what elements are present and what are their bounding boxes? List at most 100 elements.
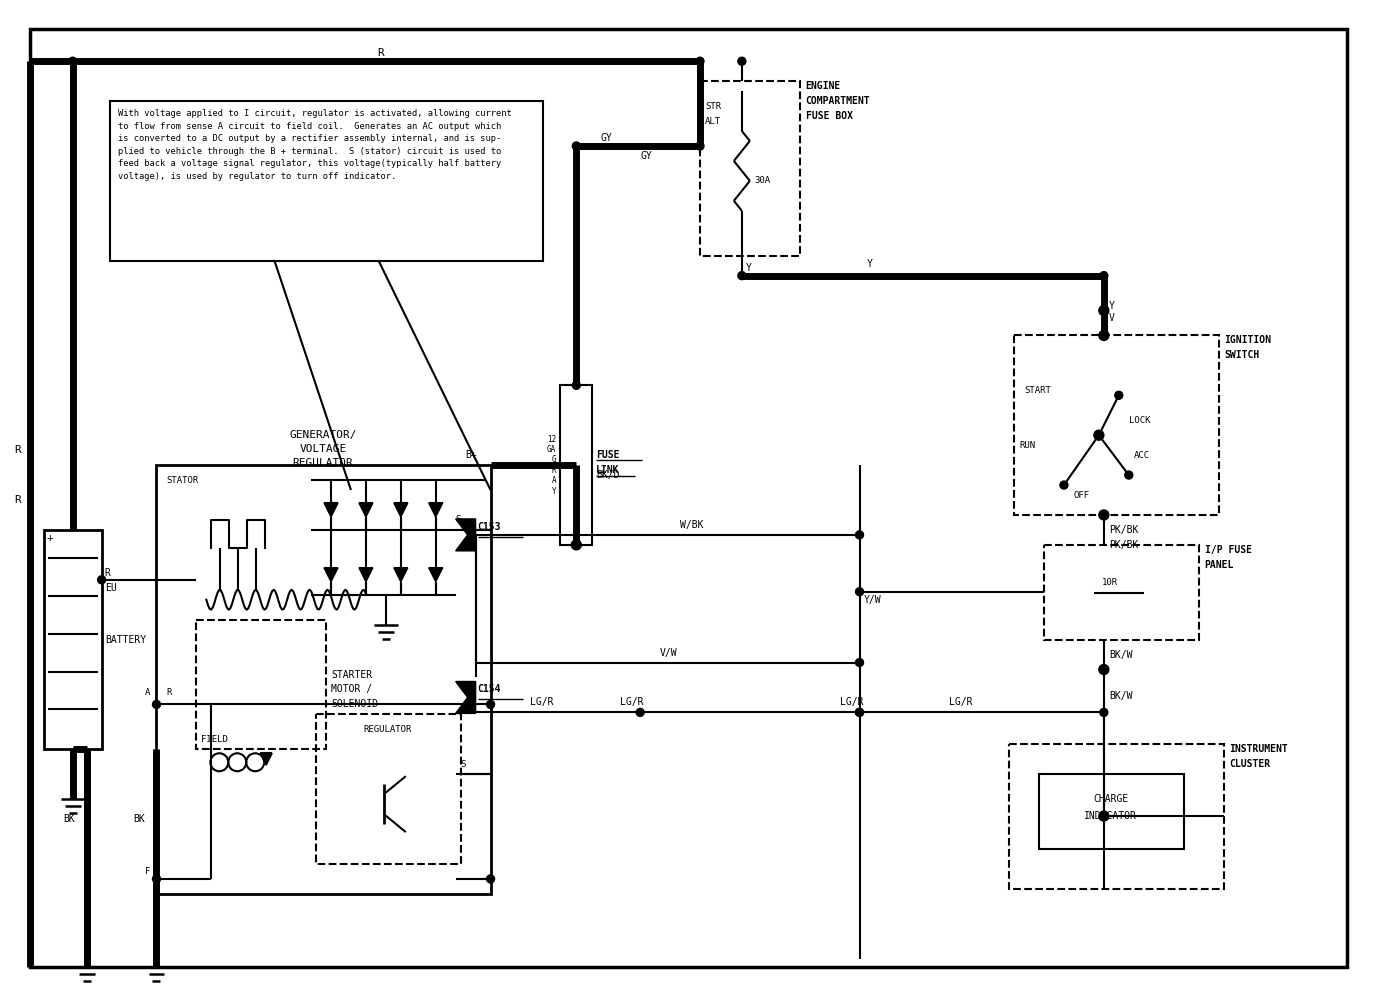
Circle shape bbox=[573, 381, 580, 389]
Text: LG/R: LG/R bbox=[840, 697, 863, 707]
Text: LG/R: LG/R bbox=[620, 697, 643, 707]
Text: LOCK: LOCK bbox=[1129, 415, 1150, 424]
Text: C153: C153 bbox=[478, 522, 501, 532]
Text: SWITCH: SWITCH bbox=[1224, 351, 1260, 361]
Polygon shape bbox=[324, 503, 337, 517]
Text: V: V bbox=[1108, 313, 1115, 323]
Circle shape bbox=[855, 708, 863, 716]
Text: R: R bbox=[167, 688, 172, 697]
Polygon shape bbox=[260, 753, 273, 765]
Text: R: R bbox=[377, 48, 384, 58]
Text: S: S bbox=[461, 760, 465, 769]
Text: LINK: LINK bbox=[596, 465, 620, 475]
Text: BK/W: BK/W bbox=[1108, 649, 1132, 659]
Text: ENGINE: ENGINE bbox=[806, 81, 841, 92]
Text: BATTERY: BATTERY bbox=[106, 634, 147, 644]
Text: INSTRUMENT: INSTRUMENT bbox=[1230, 744, 1289, 754]
Text: I/P FUSE: I/P FUSE bbox=[1205, 545, 1252, 555]
Bar bbox=[1009, 744, 1224, 888]
Text: PK/BK: PK/BK bbox=[1108, 540, 1139, 550]
Text: BK: BK bbox=[134, 814, 146, 824]
Text: FIELD: FIELD bbox=[201, 735, 229, 744]
Circle shape bbox=[636, 708, 644, 716]
Circle shape bbox=[486, 874, 494, 882]
Circle shape bbox=[1099, 811, 1108, 821]
Circle shape bbox=[571, 540, 581, 550]
Text: R: R bbox=[15, 445, 21, 455]
Text: REGULATOR: REGULATOR bbox=[364, 725, 412, 734]
Circle shape bbox=[1093, 430, 1104, 440]
Bar bbox=[700, 81, 800, 256]
Text: Y: Y bbox=[746, 263, 752, 273]
Text: With voltage applied to I circuit, regulator is activated, allowing current
to f: With voltage applied to I circuit, regul… bbox=[117, 110, 511, 180]
Text: 10R: 10R bbox=[1102, 579, 1118, 588]
Text: F: F bbox=[145, 868, 150, 876]
Circle shape bbox=[1125, 471, 1133, 479]
Bar bbox=[44, 530, 102, 749]
Text: Y: Y bbox=[866, 259, 873, 269]
Circle shape bbox=[1099, 510, 1108, 520]
Text: PK/BK: PK/BK bbox=[1108, 525, 1139, 535]
Text: S: S bbox=[456, 516, 461, 525]
Text: EU: EU bbox=[105, 583, 117, 593]
Circle shape bbox=[738, 57, 746, 65]
Text: MOTOR /: MOTOR / bbox=[330, 684, 372, 694]
Text: RUN: RUN bbox=[1019, 440, 1036, 449]
Circle shape bbox=[855, 588, 863, 596]
Text: B+: B+ bbox=[465, 450, 478, 460]
Polygon shape bbox=[324, 568, 337, 582]
Polygon shape bbox=[428, 568, 442, 582]
Circle shape bbox=[573, 142, 580, 150]
Circle shape bbox=[1099, 664, 1108, 674]
Text: VOLTAGE: VOLTAGE bbox=[299, 444, 347, 454]
Text: 30A: 30A bbox=[755, 176, 771, 185]
Circle shape bbox=[1099, 331, 1108, 341]
Circle shape bbox=[1099, 306, 1108, 316]
Text: A: A bbox=[145, 688, 150, 697]
Text: Y: Y bbox=[1108, 301, 1115, 311]
Text: SOLENOID: SOLENOID bbox=[330, 699, 379, 709]
Text: 12
GA
G
R
A
Y: 12 GA G R A Y bbox=[547, 434, 556, 496]
Text: W/BK: W/BK bbox=[680, 520, 704, 530]
Text: CHARGE: CHARGE bbox=[1093, 794, 1128, 804]
Text: LG/R: LG/R bbox=[530, 697, 554, 707]
Text: LG/R: LG/R bbox=[949, 697, 972, 707]
Circle shape bbox=[855, 658, 863, 666]
Circle shape bbox=[486, 700, 494, 708]
Bar bbox=[1040, 774, 1184, 849]
Text: R: R bbox=[15, 495, 21, 505]
Text: INDICATOR: INDICATOR bbox=[1084, 811, 1137, 821]
Circle shape bbox=[855, 531, 863, 539]
Text: BK/D: BK/D bbox=[596, 470, 620, 480]
Text: CLUSTER: CLUSTER bbox=[1230, 759, 1271, 769]
Bar bbox=[157, 465, 490, 893]
Circle shape bbox=[855, 708, 863, 716]
Bar bbox=[560, 385, 592, 545]
Circle shape bbox=[153, 874, 161, 882]
Circle shape bbox=[1115, 391, 1122, 399]
Text: STR: STR bbox=[705, 102, 722, 111]
Text: GENERATOR/: GENERATOR/ bbox=[289, 430, 357, 440]
Text: STARTER: STARTER bbox=[330, 669, 372, 679]
Text: C154: C154 bbox=[478, 684, 501, 694]
Polygon shape bbox=[428, 503, 442, 517]
Circle shape bbox=[738, 272, 746, 280]
Text: R: R bbox=[465, 688, 471, 697]
Text: REGULATOR: REGULATOR bbox=[293, 458, 354, 468]
Polygon shape bbox=[456, 681, 475, 713]
Polygon shape bbox=[394, 503, 408, 517]
Text: R: R bbox=[105, 568, 110, 578]
Bar bbox=[1013, 336, 1219, 515]
Text: Y/W: Y/W bbox=[863, 595, 881, 605]
Text: ACC: ACC bbox=[1133, 450, 1150, 459]
Text: OFF: OFF bbox=[1074, 490, 1091, 500]
Polygon shape bbox=[456, 519, 475, 551]
Text: START: START bbox=[1024, 385, 1051, 394]
Circle shape bbox=[1100, 272, 1108, 280]
Bar bbox=[197, 620, 326, 749]
Circle shape bbox=[695, 57, 704, 65]
Text: GY: GY bbox=[600, 133, 611, 143]
Text: BK/W: BK/W bbox=[1108, 691, 1132, 701]
Text: V/W: V/W bbox=[660, 647, 677, 657]
Bar bbox=[317, 714, 461, 864]
